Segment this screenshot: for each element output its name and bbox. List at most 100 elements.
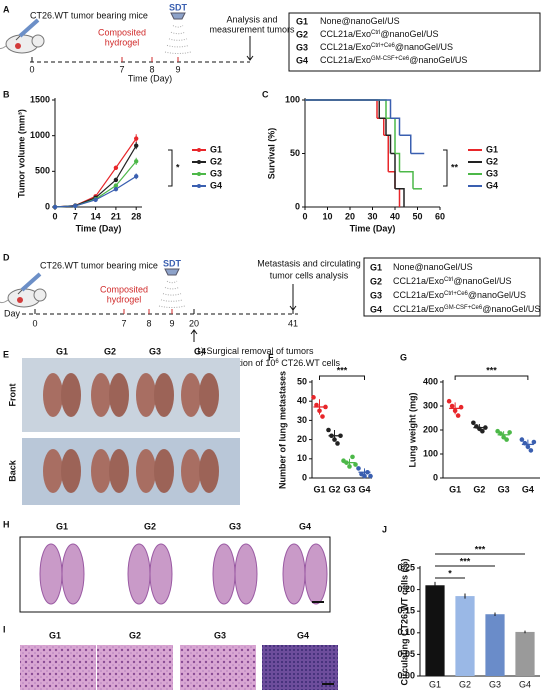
significance-bracket <box>454 375 529 380</box>
y-tick-label: 50 <box>297 376 307 386</box>
lung-lobe <box>43 449 63 493</box>
needle <box>15 35 21 41</box>
rich-text: CCL21a/ExoGM-CSF+Ce6@nanoGel/US <box>320 55 467 65</box>
view-label: Front <box>7 384 17 407</box>
axis-label: Day <box>4 308 21 318</box>
x-tick-label: G2 <box>473 484 485 494</box>
lung-section <box>304 543 328 605</box>
panel-label: B <box>3 89 10 99</box>
x-tick-label: G4 <box>358 484 370 494</box>
text-part: None@nanoGel/US <box>320 16 400 26</box>
x-tick-label: G2 <box>459 679 471 689</box>
x-tick-label: 30 <box>367 211 377 221</box>
needle <box>17 289 23 295</box>
lung-lobe <box>61 373 81 417</box>
lung-lobe <box>181 373 201 417</box>
arrow-head <box>246 55 254 61</box>
legend-label: G1 <box>210 144 222 154</box>
y-tick-label: 400 <box>423 376 438 386</box>
superscript: Ctrl+Ce6 <box>444 291 469 297</box>
significance: * <box>448 568 452 578</box>
lung-lobe <box>136 449 156 493</box>
x-tick-label: 10 <box>322 211 332 221</box>
significance: * <box>176 162 180 172</box>
y-tick-label: 0.10 <box>397 627 415 637</box>
survival-step <box>379 117 387 136</box>
x-axis-title: Time (Day) <box>76 223 122 233</box>
superscript: GM-CSF+Ce6 <box>371 56 410 62</box>
significance: *** <box>460 556 471 566</box>
x-tick-label: G4 <box>522 484 534 494</box>
x-tick-label: 60 <box>435 211 445 221</box>
endpoint: tumor cells analysis <box>270 270 349 280</box>
x-tick-label: G3 <box>498 484 510 494</box>
y-tick-label: 500 <box>35 166 50 176</box>
significance-bracket <box>443 149 448 187</box>
bar <box>455 596 475 676</box>
lung-section <box>212 543 236 605</box>
text-part: 1) Surgical removal of tumors <box>196 346 314 356</box>
day-label: 41 <box>288 318 298 328</box>
sdt-device <box>164 268 180 276</box>
legend-label: G2 <box>210 156 222 166</box>
data-point <box>446 398 452 404</box>
survival-step <box>390 117 401 136</box>
text-part: @nanoGel/US <box>395 42 453 52</box>
histology-image <box>97 645 173 690</box>
y-tick-label: 20 <box>297 434 307 444</box>
lung-lobe <box>91 449 111 493</box>
data-point <box>504 437 509 442</box>
data-point <box>134 143 139 148</box>
data-point <box>480 428 485 434</box>
group-label: G4 <box>297 630 309 640</box>
text-part: @nanoGel/US <box>409 55 467 65</box>
text-part: @nanoGel/US <box>453 276 511 286</box>
lung-lobe <box>109 373 129 417</box>
y-axis-title: Circulating CT26.WT cells (%) <box>399 558 409 685</box>
rich-text: None@nanoGel/US <box>320 16 400 26</box>
text-part: @nanoGel/US <box>380 29 438 39</box>
sdt-label: SDT <box>163 258 182 268</box>
lung-section <box>234 543 258 605</box>
survival-step <box>305 99 378 119</box>
lung-section <box>61 543 85 605</box>
lung-lobe <box>199 449 219 493</box>
ultrasound-wave <box>168 38 188 41</box>
data-point <box>362 473 367 479</box>
day-label: 7 <box>119 64 124 74</box>
y-tick-label: 100 <box>285 94 300 104</box>
hydrogel-label: Composited <box>100 284 148 294</box>
lung-lobe <box>199 373 219 417</box>
y-tick-label: 50 <box>290 148 300 158</box>
survival-step <box>395 152 401 172</box>
data-point <box>93 197 98 203</box>
legend-box <box>288 12 541 72</box>
panel-label: E <box>3 349 9 359</box>
survival-step <box>377 117 385 136</box>
axes <box>304 98 440 208</box>
ultrasound-wave <box>164 286 180 290</box>
tumor <box>17 297 23 303</box>
data-point <box>449 403 455 409</box>
y-tick-label: 0.20 <box>397 584 415 594</box>
y-tick-label: 100 <box>423 448 438 458</box>
data-point <box>353 462 358 467</box>
data-point <box>113 177 119 183</box>
rich-text: CCL21a/ExoCtrl@nanoGel/US <box>393 276 512 286</box>
panel-label: D <box>3 252 10 262</box>
rich-text: CCL21a/ExoCtrl@nanoGel/US <box>320 29 439 39</box>
axes <box>54 98 142 208</box>
group-label: G3 <box>229 521 241 531</box>
data-point <box>314 402 319 408</box>
x-axis-title: Time (Day) <box>350 223 396 233</box>
rich-text: CCL21a/ExoCtrl+Ce6@nanoGel/US <box>320 42 453 52</box>
x-tick-label: 0 <box>302 211 307 221</box>
group-label: G3 <box>370 290 382 300</box>
y-tick-label: 0 <box>295 201 300 211</box>
superscript: GM-CSF+Ce6 <box>444 305 483 311</box>
data-point <box>507 430 512 435</box>
hydrogel-label: Composited <box>98 27 146 37</box>
ultrasound-wave <box>166 280 178 284</box>
endpoint: Analysis and <box>226 14 277 24</box>
